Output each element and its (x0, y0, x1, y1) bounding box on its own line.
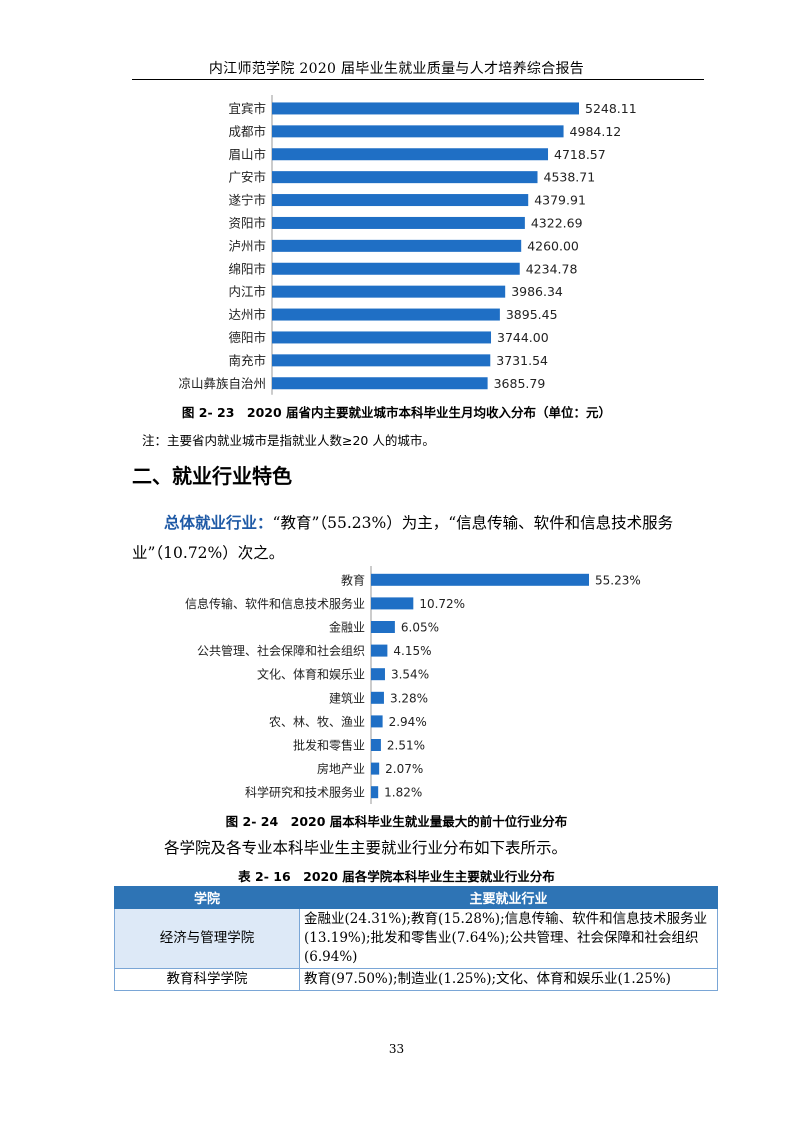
bar (272, 171, 538, 184)
bar (272, 354, 491, 367)
category-label: 文化、体育和娱乐业 (257, 667, 365, 682)
value-label: 3.28% (390, 691, 428, 705)
column-header-industries: 主要就业行业 (299, 886, 718, 909)
bar (272, 308, 500, 321)
value-label: 2.94% (389, 715, 427, 729)
category-label: 建筑业 (329, 690, 365, 705)
category-label: 信息传输、软件和信息技术服务业 (185, 596, 365, 611)
industry-bar-chart: 教育 55.23% 信息传输、软件和信息技术服务业 10.72% 金融业 6.05% 公共管… (185, 566, 641, 804)
category-label: 资阳市 (228, 215, 266, 230)
value-label: 2.07% (385, 762, 423, 776)
category-label: 宜宾市 (228, 101, 266, 116)
figure-caption-2-23: 图 2- 23 2020 届省内主要就业城市本科毕业生月均收入分布（单位：元） (181, 405, 612, 420)
industries-cell: 金融业(24.31%);教育(15.28%);信息传输、软件和信息技术服务业(1… (299, 908, 718, 969)
value-label: 10.72% (419, 597, 465, 611)
bar (272, 285, 506, 298)
category-label: 内江市 (228, 284, 266, 299)
value-label: 1.82% (384, 786, 422, 800)
value-label: 3895.45 (506, 307, 558, 322)
table-row: 经济与管理学院 金融业(24.31%);教育(15.28%);信息传输、软件和信… (114, 908, 718, 969)
value-label: 4718.57 (554, 147, 606, 162)
value-label: 4538.71 (544, 170, 596, 185)
bar (371, 762, 380, 775)
header-rule (132, 79, 704, 80)
table-row: 教育科学学院 教育(97.50%);制造业(1.25%);文化、体育和娱乐业(1… (114, 968, 718, 991)
column-header-college: 学院 (114, 886, 300, 909)
bar (272, 239, 522, 252)
category-label: 达州市 (228, 307, 266, 322)
category-label: 农、林、牧、渔业 (269, 715, 365, 729)
bar (371, 668, 385, 681)
category-label: 凉山彝族自治州 (178, 376, 266, 391)
bar (371, 621, 395, 633)
category-label: 南充市 (228, 353, 266, 368)
bar (371, 739, 381, 751)
industries-cell: 教育(97.50%);制造业(1.25%);文化、体育和娱乐业(1.25%) (299, 968, 718, 991)
running-header: 内江师范学院 2020 届毕业生就业质量与人才培养综合报告 (208, 61, 585, 77)
category-label: 公共管理、社会保障和社会组织 (197, 643, 365, 658)
value-label: 55.23% (595, 573, 641, 587)
category-label: 房地产业 (317, 761, 365, 776)
bar (272, 216, 525, 229)
bar (272, 377, 488, 390)
value-label: 3744.00 (497, 330, 549, 345)
industry-summary-paragraph: 总体就业行业：“教育”（55.23%）为主，“信息传输、软件和信息技术服务业”（… (132, 508, 704, 568)
table-header-row: 学院 主要就业行业 (114, 886, 718, 909)
category-label: 批发和零售业 (293, 738, 365, 753)
category-label: 德阳市 (228, 330, 266, 345)
table-caption: 表 2- 16 2020 届各学院本科毕业生主要就业行业分布 (238, 869, 555, 884)
category-label: 教育 (341, 572, 365, 587)
value-label: 2.51% (387, 739, 425, 753)
value-label: 4379.91 (534, 193, 586, 208)
city-income-bar-chart: 宜宾市 5248.11 成都市 4984.12 眉山市 4718.57 广安市 4538.71… (178, 95, 637, 395)
college-industry-table: 学院 主要就业行业 经济与管理学院 金融业(24.31%);教育(15.28%)… (114, 886, 718, 991)
bar (371, 715, 383, 728)
bar (272, 262, 520, 275)
bar (272, 102, 579, 115)
bar (371, 597, 414, 610)
value-label: 5248.11 (585, 101, 637, 116)
category-label: 金融业 (329, 620, 365, 635)
bar (272, 331, 492, 344)
value-label: 4984.12 (570, 124, 622, 139)
category-label: 眉山市 (228, 147, 266, 162)
figure-note: 注：主要省内就业城市是指就业人数≥20 人的城市。 (142, 433, 435, 448)
bar (272, 125, 564, 138)
bar (371, 573, 589, 586)
category-label: 绵阳市 (228, 261, 266, 276)
bar (272, 148, 549, 161)
category-label: 遂宁市 (228, 193, 266, 208)
bar (272, 194, 529, 207)
value-label: 4260.00 (527, 238, 579, 253)
value-label: 3.54% (391, 668, 429, 682)
value-label: 4.15% (393, 644, 431, 658)
value-label: 3731.54 (496, 353, 548, 368)
category-label: 广安市 (228, 170, 266, 185)
paragraph-body: “教育”（55.23%）为主，“信息传输、软件和信息技术服务业”（10.72%）… (132, 514, 674, 562)
value-label: 3986.34 (511, 284, 563, 299)
category-label: 成都市 (228, 124, 266, 139)
category-label: 科学研究和技术服务业 (245, 785, 365, 800)
section-heading: 二、就业行业特色 (132, 464, 292, 488)
value-label: 4322.69 (531, 215, 583, 230)
value-label: 6.05% (401, 621, 439, 635)
bar (371, 786, 379, 799)
paragraph-lead: 总体就业行业： (164, 514, 273, 532)
figure-caption-2-24: 图 2- 24 2020 届本科毕业生就业量最大的前十位行业分布 (225, 814, 568, 829)
value-label: 4234.78 (526, 261, 578, 276)
college-cell: 经济与管理学院 (114, 908, 300, 969)
bar (371, 644, 388, 657)
category-label: 泸州市 (228, 238, 266, 253)
table-intro-paragraph: 各学院及各专业本科毕业生主要就业行业分布如下表所示。 (164, 839, 568, 857)
page-number: 33 (388, 1042, 405, 1056)
value-label: 3685.79 (494, 376, 546, 391)
bar (371, 691, 384, 704)
college-cell: 教育科学学院 (114, 968, 300, 991)
